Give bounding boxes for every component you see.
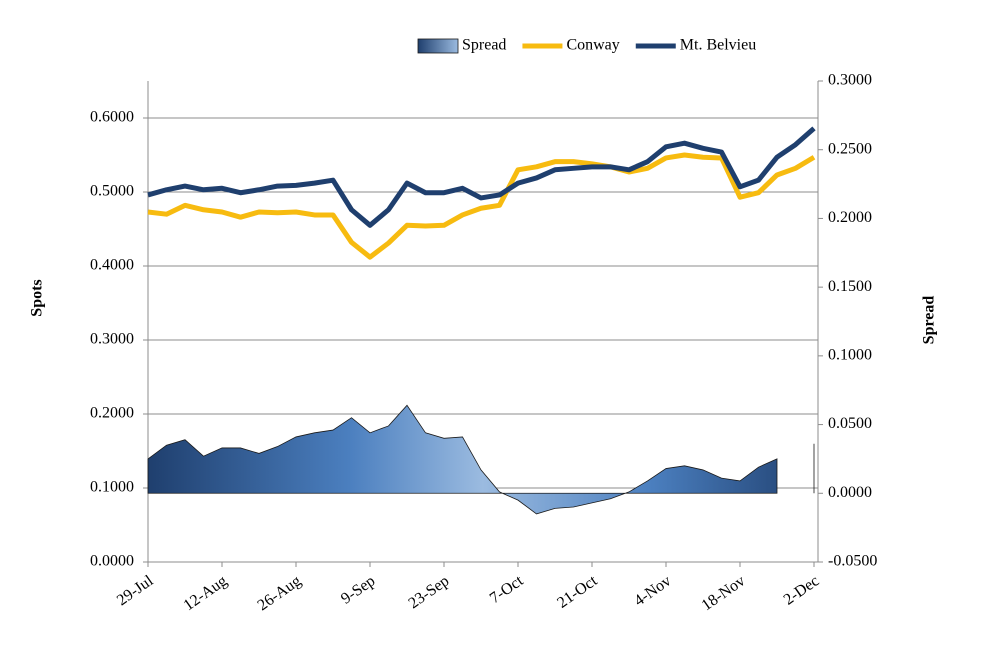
y2-tick-label: -0.0500	[828, 553, 877, 570]
legend-label: Mt. Belvieu	[680, 37, 756, 54]
legend-label: Spread	[462, 37, 506, 54]
legend-swatch	[417, 38, 459, 54]
x-tick-label: 18-Nov	[699, 572, 749, 614]
y-tick-label: 0.4000	[90, 257, 134, 274]
x-tick-label: 7-Oct	[487, 572, 527, 607]
x-tick-label: 29-Jul	[114, 572, 157, 609]
y2-tick-label: 0.3000	[828, 72, 872, 89]
y-tick-label: 0.0000	[90, 553, 134, 570]
legend-label: Conway	[566, 37, 619, 54]
y2-tick-label: 0.2500	[828, 140, 872, 157]
y-tick-label: 0.5000	[90, 183, 134, 200]
series-line	[147, 152, 816, 260]
x-tick-label: 23-Sep	[406, 572, 453, 612]
y2-tick-label: 0.1000	[828, 347, 872, 364]
x-tick-label: 21-Oct	[554, 572, 601, 612]
series-line	[147, 126, 816, 228]
x-tick-label: 2-Dec	[781, 572, 823, 608]
y-tick-label: 0.6000	[90, 109, 134, 126]
y-tick-label: 0.2000	[90, 405, 134, 422]
y2-tick-label: 0.2000	[828, 209, 872, 226]
x-tick-label: 12-Aug	[181, 572, 231, 614]
x-tick-label: 26-Aug	[255, 572, 305, 614]
y2-tick-label: 0.0500	[828, 415, 872, 432]
y2-tick-label: 0.1500	[828, 278, 872, 295]
spread-area	[147, 404, 778, 515]
y-axis-title: Spots	[29, 279, 46, 316]
y-tick-label: 0.3000	[90, 331, 134, 348]
y-tick-label: 0.1000	[90, 479, 134, 496]
x-tick-label: 4-Nov	[631, 572, 674, 609]
x-tick-label: 9-Sep	[338, 572, 378, 607]
y2-tick-label: 0.0000	[828, 484, 872, 501]
y2-axis-title: Spread	[921, 296, 938, 345]
